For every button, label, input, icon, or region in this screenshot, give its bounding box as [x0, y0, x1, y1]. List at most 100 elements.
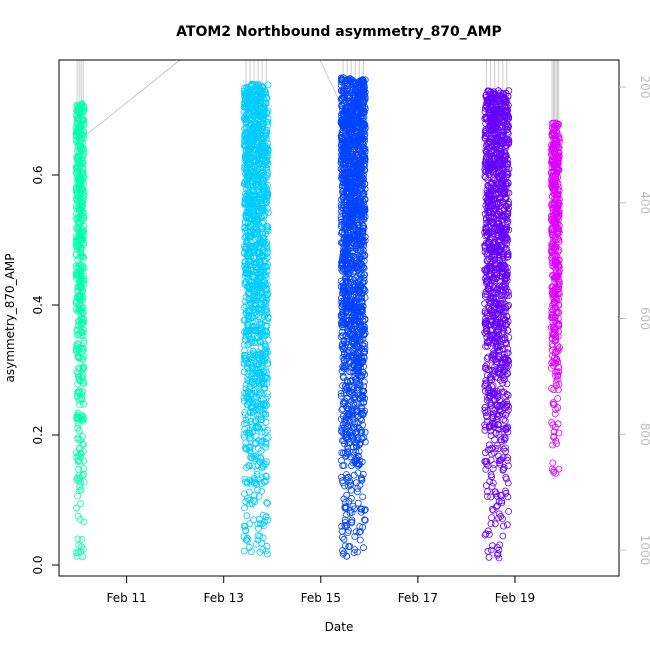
data-point — [341, 267, 349, 275]
data-point — [257, 236, 265, 243]
data-point — [338, 424, 346, 432]
data-point — [341, 118, 348, 126]
data-point — [77, 516, 84, 523]
data-point — [248, 429, 256, 437]
data-point — [356, 288, 363, 296]
data-point — [347, 278, 355, 286]
data-point — [264, 108, 272, 115]
data-point — [79, 388, 86, 396]
data-point — [253, 467, 261, 475]
data-point — [251, 439, 259, 447]
data-point — [255, 159, 263, 167]
data-point — [252, 168, 260, 176]
data-point — [80, 315, 87, 323]
data-point — [353, 183, 361, 191]
data-point — [505, 507, 513, 515]
data-point — [348, 518, 356, 526]
data-point — [353, 460, 360, 467]
data-point — [264, 118, 271, 126]
data-point — [256, 239, 263, 247]
data-point — [356, 129, 364, 137]
data-point — [80, 465, 88, 473]
data-point — [241, 347, 249, 355]
data-point — [338, 340, 346, 348]
data-point — [489, 465, 497, 473]
data-point — [350, 549, 358, 556]
data-point — [357, 185, 365, 192]
data-point — [338, 228, 346, 236]
data-point — [358, 278, 366, 286]
data-point — [76, 152, 84, 160]
data-point — [73, 552, 81, 560]
data-point — [242, 164, 250, 172]
data-point — [337, 311, 345, 319]
data-point — [248, 478, 256, 486]
data-point — [248, 338, 255, 346]
data-point — [503, 521, 511, 529]
data-point — [361, 340, 369, 348]
data-point — [78, 394, 85, 402]
data-point — [80, 400, 87, 408]
data-point — [244, 140, 251, 148]
data-point — [262, 547, 270, 555]
data-point — [339, 119, 347, 127]
data-point — [243, 192, 251, 200]
data-point — [243, 537, 251, 545]
data-point — [256, 548, 264, 556]
data-point — [361, 108, 368, 116]
data-point — [74, 120, 81, 127]
data-point — [251, 476, 259, 484]
data-point — [78, 536, 86, 543]
data-point — [75, 128, 82, 136]
data-point — [349, 78, 357, 85]
data-point — [345, 94, 353, 101]
data-point — [247, 205, 255, 213]
data-point — [257, 343, 265, 351]
data-point — [341, 79, 349, 86]
data-point — [338, 297, 346, 305]
data-point — [262, 354, 269, 361]
data-point — [345, 254, 353, 262]
data-point — [79, 545, 87, 553]
data-point — [347, 422, 355, 430]
data-point — [262, 513, 270, 521]
data-point — [255, 88, 263, 96]
data-point — [346, 167, 354, 175]
data-point — [245, 543, 253, 551]
data-point — [77, 264, 84, 271]
data-point — [356, 382, 364, 390]
data-point — [263, 542, 271, 550]
data-point — [354, 469, 362, 477]
data-point — [264, 115, 272, 123]
data-point — [342, 389, 350, 397]
data-point — [258, 289, 266, 297]
data-point — [339, 102, 347, 110]
data-point — [77, 216, 85, 224]
data-point — [358, 426, 365, 434]
data-point — [76, 449, 84, 457]
data-point — [345, 129, 353, 137]
data-point — [253, 470, 261, 478]
data-point — [250, 516, 258, 524]
data-point — [251, 296, 259, 304]
data-point — [341, 482, 349, 490]
data-point — [263, 550, 271, 558]
data-point — [262, 91, 270, 98]
data-point — [345, 243, 353, 251]
data-point — [248, 378, 256, 386]
data-point — [257, 416, 264, 424]
data-point — [241, 89, 249, 97]
data-point — [263, 426, 271, 434]
data-point — [259, 460, 267, 468]
data-point — [346, 275, 354, 283]
data-point — [344, 411, 352, 419]
data-point — [358, 475, 366, 483]
data-point — [359, 252, 367, 260]
data-point — [255, 327, 263, 335]
data-point — [349, 338, 357, 346]
data-point — [251, 455, 258, 463]
data-point — [351, 308, 359, 316]
data-point — [355, 412, 363, 420]
data-point — [74, 512, 82, 520]
data-point — [72, 169, 80, 177]
